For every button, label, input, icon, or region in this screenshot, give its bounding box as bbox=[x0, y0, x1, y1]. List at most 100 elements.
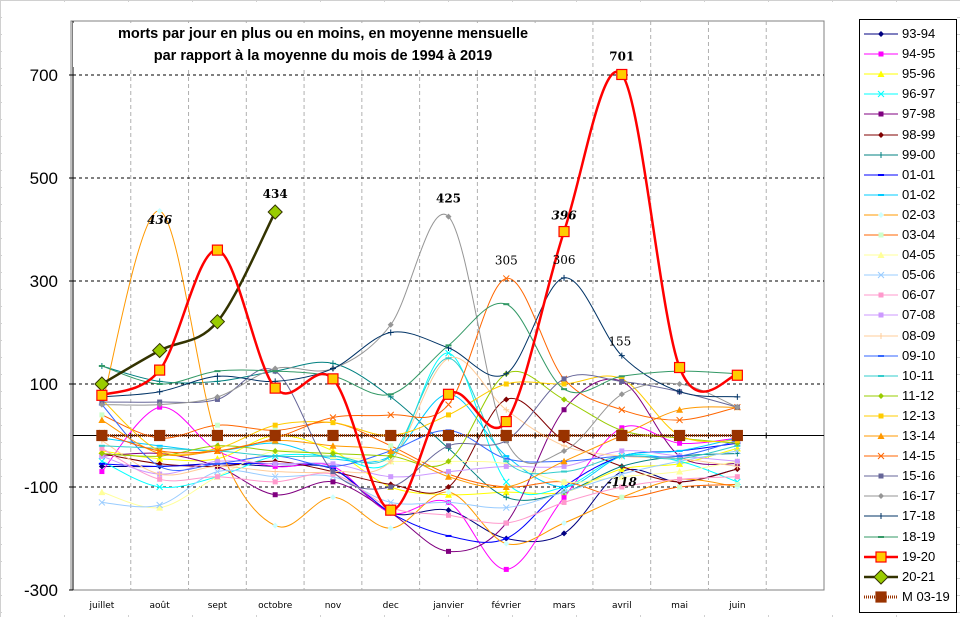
data-point-marker bbox=[502, 483, 510, 490]
legend-swatch bbox=[864, 312, 898, 318]
legend: 93-94 94-95 95-96 96-97 97-98 98-99 99-00 01-01… bbox=[859, 19, 957, 613]
data-point-marker bbox=[561, 376, 567, 382]
data-point-marker bbox=[272, 447, 279, 454]
data-point-marker bbox=[446, 443, 451, 449]
data-point-marker bbox=[878, 131, 884, 138]
data-point-marker bbox=[99, 445, 105, 451]
data-point-marker bbox=[878, 473, 884, 479]
data-point-marker bbox=[558, 225, 570, 238]
y-tick-label: 500 bbox=[30, 169, 58, 188]
data-point-marker bbox=[877, 251, 885, 259]
data-label: 425 bbox=[436, 192, 461, 206]
data-point-marker bbox=[878, 493, 884, 500]
data-point-marker bbox=[156, 401, 163, 408]
data-point-marker bbox=[561, 442, 568, 449]
data-point-marker bbox=[503, 566, 509, 572]
data-point-marker bbox=[156, 447, 164, 455]
legend-item: 94-95 bbox=[860, 44, 956, 64]
data-point-marker bbox=[388, 484, 394, 490]
data-point-marker bbox=[618, 463, 625, 470]
data-point-marker bbox=[272, 461, 278, 467]
data-point-marker bbox=[561, 470, 568, 473]
data-point-marker bbox=[388, 443, 394, 449]
data-point-marker bbox=[618, 470, 626, 478]
data-point-marker bbox=[330, 461, 336, 467]
data-point-marker bbox=[502, 488, 510, 496]
data-point-marker bbox=[272, 370, 279, 373]
data-point-marker bbox=[734, 458, 740, 464]
data-point-marker bbox=[734, 481, 740, 487]
data-point-marker bbox=[445, 213, 452, 220]
data-point-marker bbox=[96, 389, 108, 401]
data-point-marker bbox=[267, 204, 283, 220]
data-point-marker bbox=[734, 404, 741, 411]
legend-label: 05-06 bbox=[902, 267, 936, 283]
data-point-marker bbox=[209, 313, 226, 330]
data-point-marker bbox=[618, 406, 626, 414]
data-point-marker bbox=[733, 447, 741, 455]
data-point-marker bbox=[878, 173, 884, 176]
legend-item: 04-05 bbox=[860, 245, 956, 265]
data-point-marker bbox=[98, 364, 105, 367]
data-point-marker bbox=[214, 468, 221, 475]
series-line bbox=[101, 450, 738, 509]
y-tick-label: 100 bbox=[30, 375, 58, 394]
legend-swatch bbox=[864, 151, 898, 158]
data-point-marker bbox=[878, 111, 884, 117]
series-line bbox=[101, 375, 738, 456]
data-point-marker bbox=[98, 462, 105, 465]
data-point-marker bbox=[272, 479, 278, 485]
data-point-marker bbox=[446, 469, 451, 475]
data-point-marker bbox=[560, 457, 568, 465]
x-tick-label: mars bbox=[553, 601, 576, 611]
data-point-marker bbox=[98, 488, 106, 496]
data-point-marker bbox=[98, 401, 105, 408]
legend-label: 02-03 bbox=[902, 206, 936, 222]
legend-label: 95-96 bbox=[902, 66, 936, 82]
legend-swatch bbox=[864, 332, 898, 339]
y-tick-label: -100 bbox=[24, 478, 58, 497]
data-point-marker bbox=[503, 460, 510, 463]
data-point-marker bbox=[98, 463, 105, 470]
data-point-marker bbox=[677, 440, 683, 446]
data-point-marker bbox=[616, 68, 628, 81]
data-point-marker bbox=[878, 193, 884, 196]
data-point-marker bbox=[442, 388, 455, 400]
annotations: 436 434 425 305 396 306 701 155 -118 bbox=[147, 49, 637, 489]
data-point-marker bbox=[618, 375, 625, 378]
legend-item: 03-04 bbox=[860, 225, 956, 245]
data-point-marker bbox=[502, 275, 510, 282]
data-point-marker bbox=[214, 370, 221, 373]
legend-item: 16-17 bbox=[860, 486, 956, 506]
data-point-marker bbox=[676, 457, 683, 460]
legend-swatch bbox=[864, 271, 898, 279]
data-point-marker bbox=[330, 420, 336, 426]
legend-label: 13-14 bbox=[902, 428, 936, 443]
title-line-2: par rapport à la moyenne du mois de 1994… bbox=[153, 48, 493, 64]
legend-swatch bbox=[864, 111, 898, 117]
data-point-marker bbox=[500, 415, 512, 428]
legend-swatch bbox=[864, 513, 898, 520]
data-point-marker bbox=[618, 352, 625, 359]
data-point-marker bbox=[731, 369, 743, 381]
legend-item: 01-02 bbox=[860, 185, 956, 205]
data-point-marker bbox=[387, 499, 395, 506]
data-point-marker bbox=[503, 381, 509, 387]
data-point-marker bbox=[503, 370, 510, 377]
data-point-marker bbox=[445, 344, 452, 347]
data-point-marker bbox=[99, 469, 105, 475]
data-point-marker bbox=[214, 373, 221, 380]
axes: 700 500 300 100 -100 -300 juillet août sept octob… bbox=[24, 21, 824, 611]
data-point-marker bbox=[272, 463, 278, 469]
data-point-marker bbox=[875, 591, 887, 603]
legend-item: 96-97 bbox=[860, 84, 956, 104]
data-point-marker bbox=[878, 292, 884, 298]
data-point-marker bbox=[503, 406, 510, 413]
legend-swatch bbox=[864, 432, 898, 439]
data-point-marker bbox=[446, 548, 451, 554]
data-point-marker bbox=[878, 312, 884, 318]
legend-swatch bbox=[864, 31, 898, 37]
y-tick-label: -300 bbox=[24, 581, 58, 600]
legend-item: 95-96 bbox=[860, 64, 956, 84]
legend-swatch bbox=[864, 173, 898, 176]
